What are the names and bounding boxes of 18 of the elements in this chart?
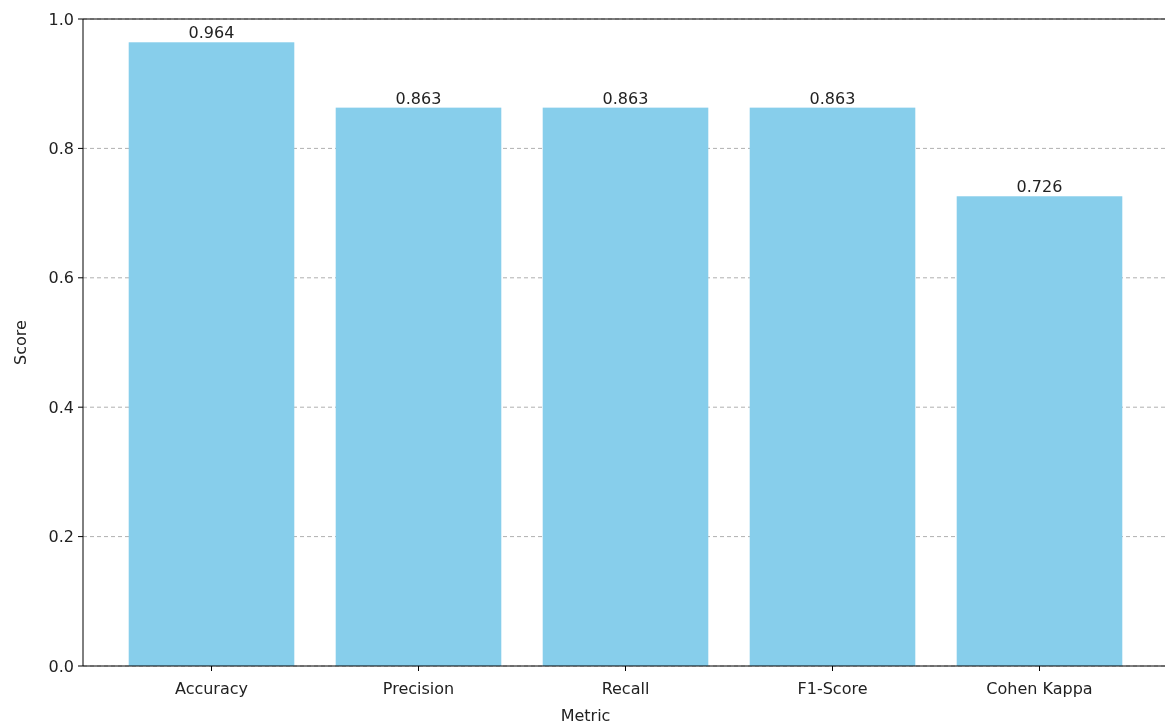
data-label: 0.726 [1016, 177, 1063, 197]
data-label: 0.863 [395, 88, 442, 108]
x-tick-label: F1-Score [797, 679, 868, 698]
x-tick-label: Cohen Kappa [986, 679, 1093, 698]
y-tick-label: 1.0 [48, 9, 74, 29]
y-tick-label: 0.0 [48, 656, 74, 676]
data-label: 0.964 [188, 23, 235, 43]
x-tick-label: Precision [382, 679, 455, 698]
x-tick-label: Recall [601, 679, 650, 698]
x-tick-label: Accuracy [174, 679, 249, 698]
y-axis-title: Score [11, 320, 30, 365]
x-axis-title: Metric [560, 706, 611, 725]
data-label: 0.863 [602, 88, 649, 108]
y-tick-label: 0.6 [48, 268, 74, 288]
y-tick-label: 0.4 [48, 397, 74, 417]
y-tick-label: 0.2 [48, 527, 74, 547]
y-tick-label: 0.8 [48, 139, 74, 158]
data-label: 0.863 [809, 88, 856, 108]
